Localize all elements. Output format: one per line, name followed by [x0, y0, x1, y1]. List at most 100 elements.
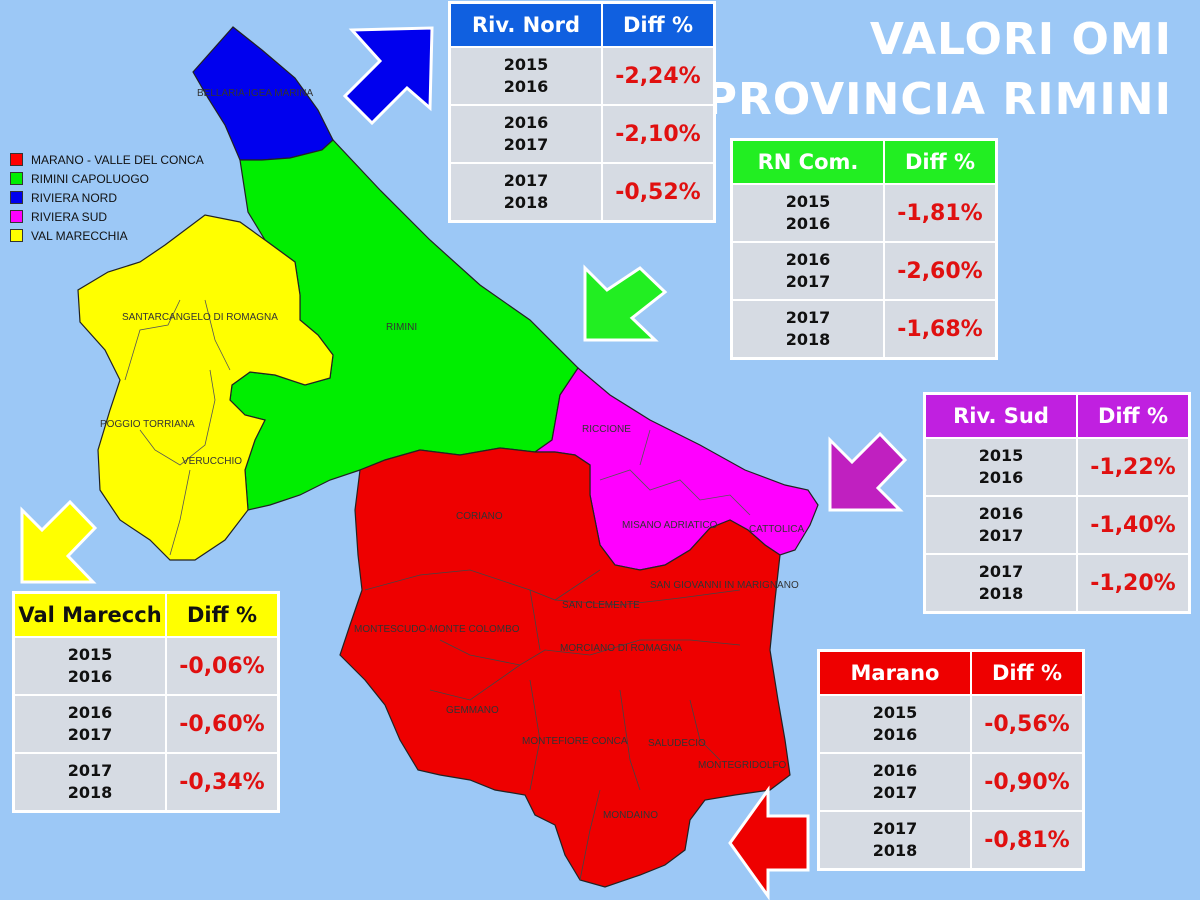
map-label-san-clemente: SAN CLEMENTE — [562, 600, 640, 611]
table-header-diff: Diff % — [601, 2, 715, 48]
table-header-zone: Riv. Nord — [449, 2, 603, 48]
legend-label: RIVIERA NORD — [31, 190, 118, 205]
map-label-montegridolfo: MONTEGRIDOLFO — [698, 760, 787, 771]
table-cell-diff: -0,81% — [970, 810, 1084, 870]
map-label-montescudo: MONTESCUDO-MONTE COLOMBO — [354, 624, 520, 635]
table-cell-diff: -1,22% — [1076, 437, 1190, 497]
table-cell-years: 2016 2017 — [13, 694, 167, 754]
table-cell-years: 2015 2016 — [924, 437, 1078, 497]
table-marano: Marano Diff % 2015 2016 -0,56% 2016 2017 -… — [818, 650, 1084, 870]
legend-swatch — [10, 191, 23, 204]
table-row: 2015 2016 -2,24% — [449, 46, 715, 106]
map-label-rimini: RIMINI — [386, 322, 418, 333]
legend-item-riviera-sud: RIVIERA SUD — [10, 207, 204, 226]
map-label-poggio-torriana: POGGIO TORRIANA — [100, 419, 195, 430]
table-row: 2016 2017 -1,40% — [924, 495, 1190, 555]
legend-label: RIMINI CAPOLUOGO — [31, 171, 150, 186]
table-row: 2015 2016 -0,06% — [13, 636, 279, 696]
table-header-diff: Diff % — [970, 650, 1084, 696]
table-cell-years: 2016 2017 — [731, 241, 885, 301]
legend: MARANO - VALLE DEL CONCA RIMINI CAPOLUOG… — [10, 150, 204, 245]
table-val-marecchia: Val Marecch Diff % 2015 2016 -0,06% 2016 2… — [13, 592, 279, 812]
legend-label: RIVIERA SUD — [31, 209, 108, 224]
table-cell-diff: -0,90% — [970, 752, 1084, 812]
map-label-montefiore: MONTEFIORE CONCA — [522, 736, 628, 747]
table-cell-diff: -1,20% — [1076, 553, 1190, 613]
table-cell-years: 2016 2017 — [449, 104, 603, 164]
table-cell-years: 2015 2016 — [13, 636, 167, 696]
map-label-bellaria: BELLARIA-IGEA MARINA — [197, 88, 314, 99]
title-line-1: VALORI OMI — [869, 14, 1172, 65]
table-cell-years: 2015 2016 — [449, 46, 603, 106]
region-val-marecchia — [77, 214, 334, 561]
table-cell-diff: -0,06% — [165, 636, 279, 696]
table-cell-diff: -0,56% — [970, 694, 1084, 754]
legend-item-rimini: RIMINI CAPOLUOGO — [10, 169, 204, 188]
table-riviera-sud: Riv. Sud Diff % 2015 2016 -1,22% 2016 2017… — [924, 393, 1190, 613]
table-cell-years: 2017 2018 — [13, 752, 167, 812]
table-cell-diff: -1,68% — [883, 299, 997, 359]
table-cell-years: 2015 2016 — [731, 183, 885, 243]
table-rimini-comune: RN Com. Diff % 2015 2016 -1,81% 2016 2017 … — [731, 139, 997, 359]
arrow-rimini — [583, 264, 668, 342]
map-label-morciano: MORCIANO DI ROMAGNA — [560, 643, 683, 654]
table-row: 2015 2016 -0,56% — [818, 694, 1084, 754]
table-header-diff: Diff % — [1076, 393, 1190, 439]
table-row: 2015 2016 -1,22% — [924, 437, 1190, 497]
table-header-zone: Marano — [818, 650, 972, 696]
table-cell-years: 2017 2018 — [449, 162, 603, 222]
table-row: 2016 2017 -0,60% — [13, 694, 279, 754]
map-label-verucchio: VERUCCHIO — [182, 456, 243, 467]
map-label-misano: MISANO ADRIATICO — [622, 520, 718, 531]
table-row: 2016 2017 -0,90% — [818, 752, 1084, 812]
table-cell-diff: -0,34% — [165, 752, 279, 812]
table-cell-diff: -2,10% — [601, 104, 715, 164]
table-row: 2017 2018 -1,68% — [731, 299, 997, 359]
table-row: 2017 2018 -0,81% — [818, 810, 1084, 870]
table-cell-years: 2016 2017 — [924, 495, 1078, 555]
table-header-zone: RN Com. — [731, 139, 885, 185]
legend-swatch — [10, 229, 23, 242]
region-marano-valle-conca — [339, 447, 791, 888]
table-header-diff: Diff % — [165, 592, 279, 638]
legend-swatch — [10, 172, 23, 185]
table-cell-years: 2017 2018 — [924, 553, 1078, 613]
legend-swatch — [10, 210, 23, 223]
title-line-2: PROVINCIA RIMINI — [704, 74, 1172, 125]
table-cell-years: 2017 2018 — [818, 810, 972, 870]
table-row: 2017 2018 -0,52% — [449, 162, 715, 222]
map-label-saludecio: SALUDECIO — [648, 738, 706, 749]
legend-label: MARANO - VALLE DEL CONCA — [31, 152, 204, 167]
table-row: 2017 2018 -1,20% — [924, 553, 1190, 613]
table-cell-diff: -0,60% — [165, 694, 279, 754]
arrow-riviera-sud — [828, 431, 908, 512]
legend-item-marano: MARANO - VALLE DEL CONCA — [10, 150, 204, 169]
table-cell-diff: -0,52% — [601, 162, 715, 222]
map-label-santarcangelo: SANTARCANGELO DI ROMAGNA — [122, 312, 278, 323]
map-label-gemmano: GEMMANO — [446, 705, 499, 716]
map-label-mondaino: MONDAINO — [603, 810, 658, 821]
table-cell-diff: -2,24% — [601, 46, 715, 106]
table-row: 2016 2017 -2,60% — [731, 241, 997, 301]
map-label-cattolica: CATTOLICA — [749, 524, 805, 535]
table-cell-diff: -2,60% — [883, 241, 997, 301]
arrow-val-marecchia — [20, 499, 98, 584]
table-header-zone: Riv. Sud — [924, 393, 1078, 439]
table-riviera-nord: Riv. Nord Diff % 2015 2016 -2,24% 2016 201… — [449, 2, 715, 222]
table-cell-diff: -1,81% — [883, 183, 997, 243]
table-row: 2015 2016 -1,81% — [731, 183, 997, 243]
table-header-zone: Val Marecch — [13, 592, 167, 638]
arrow-marano — [728, 785, 810, 900]
map-label-riccione: RICCIONE — [582, 424, 631, 435]
legend-swatch — [10, 153, 23, 166]
arrow-riviera-nord — [342, 26, 434, 126]
legend-item-riviera-nord: RIVIERA NORD — [10, 188, 204, 207]
map-label-san-giovanni: SAN GIOVANNI IN MARIGNANO — [650, 580, 799, 591]
legend-label: VAL MARECCHIA — [31, 228, 128, 243]
table-cell-years: 2016 2017 — [818, 752, 972, 812]
table-cell-diff: -1,40% — [1076, 495, 1190, 555]
table-cell-years: 2015 2016 — [818, 694, 972, 754]
table-header-diff: Diff % — [883, 139, 997, 185]
table-row: 2016 2017 -2,10% — [449, 104, 715, 164]
